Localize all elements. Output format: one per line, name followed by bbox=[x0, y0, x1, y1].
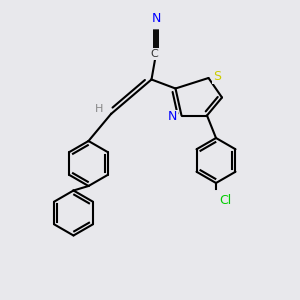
Text: N: N bbox=[168, 110, 177, 124]
Text: N: N bbox=[151, 13, 161, 26]
Text: C: C bbox=[151, 49, 158, 59]
Text: S: S bbox=[213, 70, 221, 83]
Text: Cl: Cl bbox=[219, 194, 231, 207]
Text: H: H bbox=[95, 104, 103, 115]
